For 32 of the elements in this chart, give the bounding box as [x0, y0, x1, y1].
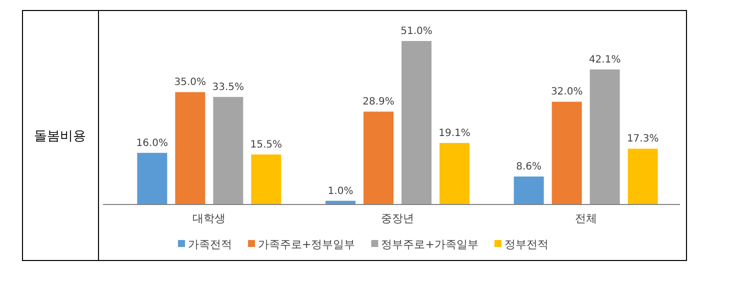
legend-label: 정부주로+가족일부	[381, 238, 478, 251]
bar	[175, 92, 206, 204]
bar	[402, 41, 432, 204]
bar	[213, 96, 244, 204]
bar	[590, 69, 620, 204]
data-label: 19.1%	[438, 128, 470, 139]
x-tick-label: 대학생	[192, 212, 226, 225]
data-label: 42.1%	[588, 54, 621, 66]
data-label: 35.0%	[174, 77, 206, 88]
bar	[364, 112, 394, 204]
data-label: 17.3%	[626, 134, 659, 145]
x-tick-label: 중장년	[381, 212, 414, 225]
bar	[251, 154, 282, 204]
bar	[440, 142, 470, 204]
data-label: 16.0%	[136, 138, 168, 149]
data-label: 1.0%	[328, 186, 354, 197]
data-label: 8.6%	[516, 162, 542, 173]
data-label: 51.0%	[400, 26, 432, 37]
data-label: 33.5%	[212, 82, 244, 93]
bar	[552, 102, 582, 204]
bar	[326, 200, 356, 204]
y-axis-title: 돌봄비용	[34, 129, 86, 144]
data-label: 28.9%	[362, 96, 394, 108]
legend-label: 정부전적	[504, 238, 548, 251]
bar	[514, 176, 544, 204]
bar	[628, 148, 658, 204]
legend-label: 가족전적	[188, 238, 232, 251]
legend-label: 가족주로+정부일부	[258, 238, 356, 251]
bar	[137, 152, 168, 204]
data-label: 15.5%	[250, 139, 282, 150]
x-tick-label: 전체	[574, 212, 597, 225]
data-label: 32.0%	[550, 86, 583, 98]
